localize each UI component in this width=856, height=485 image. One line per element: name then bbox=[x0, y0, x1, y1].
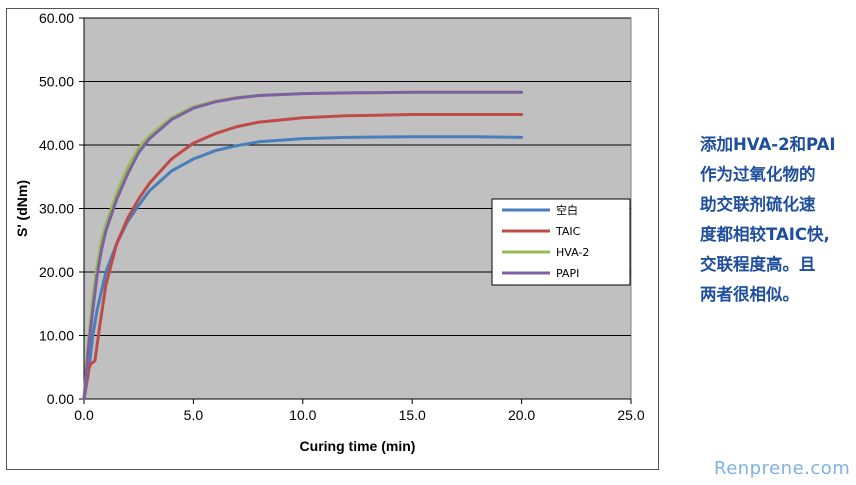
x-tick-label: 5.0 bbox=[184, 407, 204, 423]
x-tick-label: 25.0 bbox=[617, 407, 644, 423]
legend-label: TAIC bbox=[555, 225, 581, 238]
x-tick-label: 15.0 bbox=[399, 407, 426, 423]
legend-label: HVA-2 bbox=[556, 246, 589, 259]
series-line-0 bbox=[82, 135, 524, 401]
y-tick-label: 10.00 bbox=[39, 328, 74, 344]
curing-chart: 0.00 10.00 20.00 30.00 40.00 50.00 60.00 0.0 5.0… bbox=[14, 10, 645, 454]
chart-frame: 0.00 10.00 20.00 30.00 40.00 50.00 60.00 0.0 5.0… bbox=[6, 8, 659, 470]
y-tick-label: 20.00 bbox=[39, 264, 74, 280]
side-note-line: 交联程度高。且 bbox=[700, 255, 816, 274]
watermark: Renprene.com bbox=[714, 458, 851, 479]
side-note-line: 度都相较TAIC快, bbox=[700, 225, 830, 244]
side-note-line: 添加HVA-2和PAI bbox=[700, 135, 836, 154]
y-tick-label: 40.00 bbox=[39, 137, 74, 153]
series-line-3 bbox=[82, 90, 524, 401]
x-tick-label: 10.0 bbox=[289, 407, 316, 423]
y-tick-label: 30.00 bbox=[39, 201, 74, 217]
y-tick-label: 0.00 bbox=[47, 391, 74, 407]
y-tick-label: 50.00 bbox=[39, 74, 74, 90]
side-note-line: 作为过氧化物的 bbox=[700, 165, 816, 184]
side-note-line: 助交联剂硫化速 bbox=[700, 195, 816, 214]
x-tick-label: 0.0 bbox=[74, 407, 94, 423]
x-axis-title: Curing time (min) bbox=[300, 438, 416, 454]
y-tick-label: 60.00 bbox=[39, 10, 74, 26]
legend-label: PAPI bbox=[556, 267, 579, 280]
series-line-1 bbox=[82, 113, 524, 401]
side-note-line: 两者很相似。 bbox=[700, 285, 799, 304]
legend-label: 空白 bbox=[556, 203, 578, 217]
y-axis-title: S' (dNm) bbox=[14, 180, 30, 237]
legend-box bbox=[491, 198, 631, 286]
x-tick-label: 20.0 bbox=[508, 407, 535, 423]
side-note: 添加HVA-2和PAI 作为过氧化物的 助交联剂硫化速 度都相较TAIC快, 交… bbox=[700, 130, 850, 310]
